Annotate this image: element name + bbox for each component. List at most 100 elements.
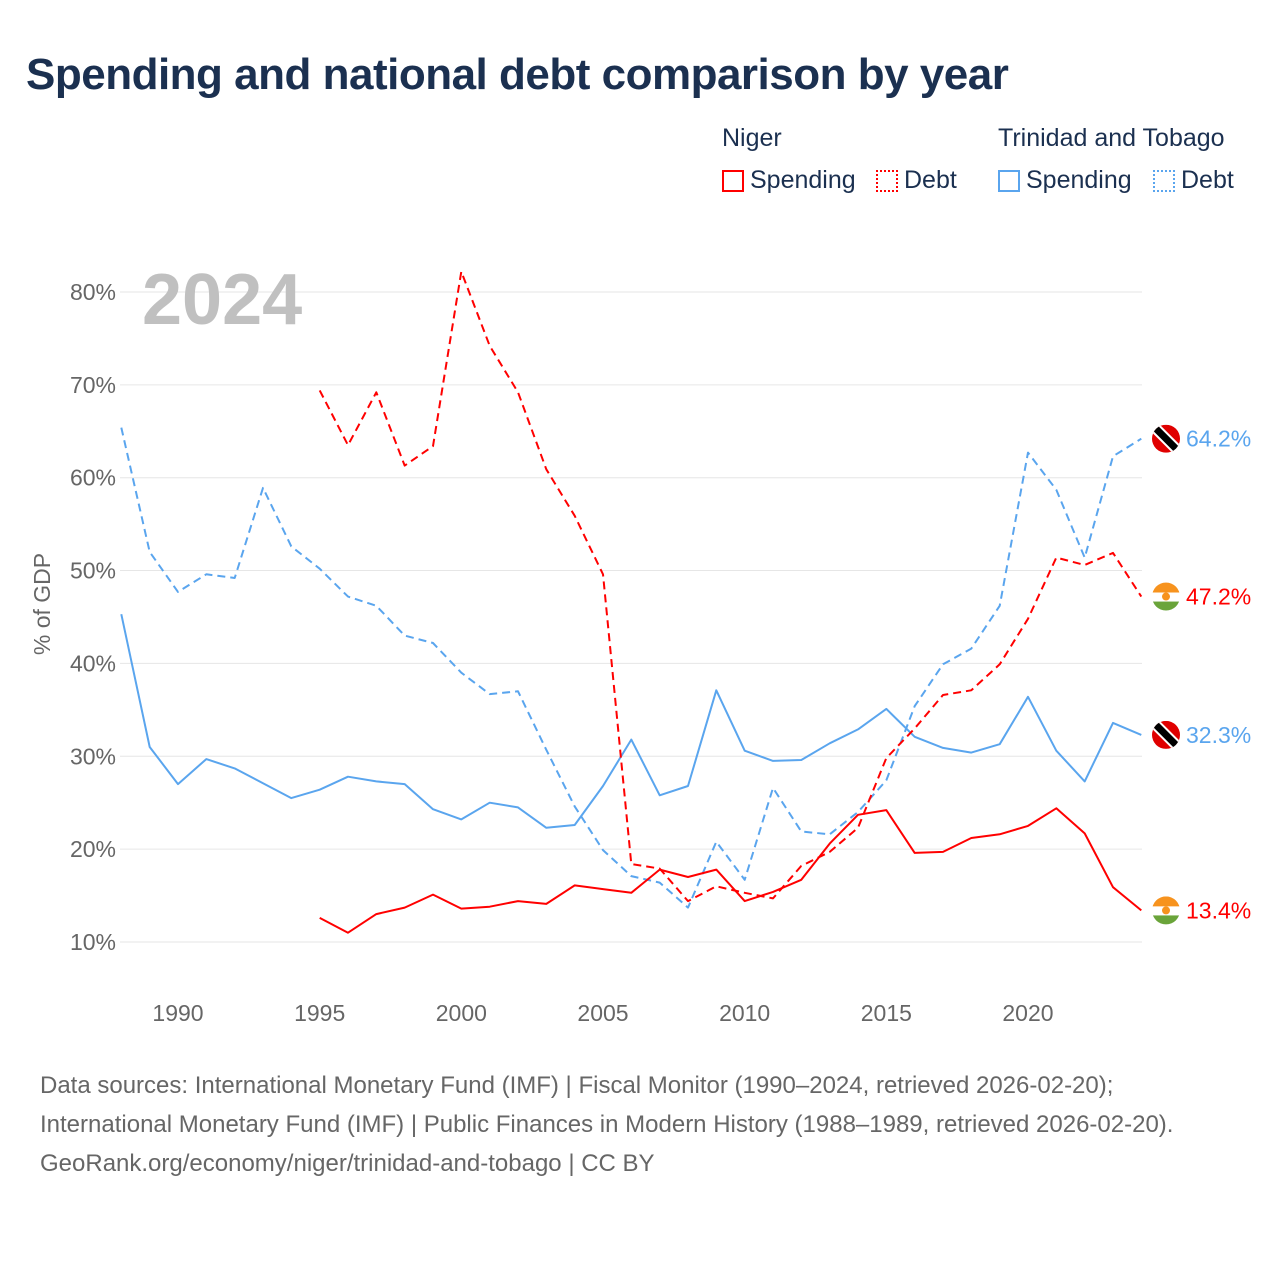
data-point[interactable] [373, 603, 379, 609]
legend-tt-spending[interactable]: Spending [998, 166, 1132, 195]
data-point[interactable] [1025, 823, 1031, 829]
data-point[interactable] [232, 765, 238, 771]
data-point[interactable] [912, 850, 918, 856]
data-point[interactable] [742, 877, 748, 883]
data-point[interactable] [1053, 487, 1059, 493]
data-point[interactable] [345, 594, 351, 600]
data-point[interactable] [515, 389, 521, 395]
data-point[interactable] [798, 828, 804, 834]
data-point[interactable] [685, 905, 691, 911]
data-point[interactable] [260, 485, 266, 491]
data-point[interactable] [968, 835, 974, 841]
legend-niger-debt[interactable]: Debt [876, 166, 957, 195]
data-point[interactable] [997, 661, 1003, 667]
data-point[interactable] [600, 886, 606, 892]
data-point[interactable] [515, 804, 521, 810]
data-point[interactable] [628, 873, 634, 879]
data-point[interactable] [600, 571, 606, 577]
data-point[interactable] [685, 874, 691, 880]
data-point[interactable] [402, 781, 408, 787]
data-point[interactable] [1053, 748, 1059, 754]
data-point[interactable] [572, 822, 578, 828]
data-point[interactable] [543, 747, 549, 753]
data-point[interactable] [1082, 562, 1088, 568]
data-point[interactable] [742, 748, 748, 754]
data-point[interactable] [798, 863, 804, 869]
data-point[interactable] [232, 575, 238, 581]
data-point[interactable] [940, 849, 946, 855]
data-point[interactable] [940, 745, 946, 751]
data-point[interactable] [203, 571, 209, 577]
data-point[interactable] [1053, 805, 1059, 811]
data-point[interactable] [345, 442, 351, 448]
series-line-niger-debt[interactable] [318, 270, 1143, 903]
data-point[interactable] [770, 785, 776, 791]
credit-link[interactable]: GeoRank.org/economy/niger/trinidad-and-t… [40, 1150, 655, 1177]
data-point[interactable] [1138, 732, 1144, 738]
series-line-niger-spending[interactable] [319, 807, 1142, 934]
data-point[interactable] [912, 734, 918, 740]
data-point[interactable] [487, 800, 493, 806]
data-point[interactable] [430, 640, 436, 646]
data-point[interactable] [572, 513, 578, 519]
data-point[interactable] [685, 898, 691, 904]
data-point[interactable] [288, 543, 294, 549]
data-point[interactable] [373, 778, 379, 784]
data-point[interactable] [600, 847, 606, 853]
data-point[interactable] [827, 849, 833, 855]
data-point[interactable] [118, 425, 124, 431]
data-point[interactable] [770, 895, 776, 901]
data-point[interactable] [317, 387, 323, 393]
data-point[interactable] [487, 904, 493, 910]
data-point[interactable] [430, 806, 436, 812]
data-point[interactable] [345, 930, 351, 936]
data-point[interactable] [1110, 884, 1116, 890]
data-point[interactable] [1053, 555, 1059, 561]
data-point[interactable] [260, 780, 266, 786]
data-point[interactable] [657, 880, 663, 886]
series-line-trinidad-and-tobago-spending[interactable] [120, 613, 1142, 829]
data-point[interactable] [487, 343, 493, 349]
data-point[interactable] [1082, 830, 1088, 836]
data-point[interactable] [742, 890, 748, 896]
data-point[interactable] [770, 758, 776, 764]
data-point[interactable] [1138, 907, 1144, 913]
data-point[interactable] [798, 757, 804, 763]
data-point[interactable] [657, 792, 663, 798]
data-point[interactable] [430, 892, 436, 898]
data-point[interactable] [1082, 555, 1088, 561]
data-point[interactable] [175, 781, 181, 787]
data-point[interactable] [458, 816, 464, 822]
data-point[interactable] [203, 756, 209, 762]
data-point[interactable] [1138, 594, 1144, 600]
data-point[interactable] [713, 867, 719, 873]
data-point[interactable] [430, 443, 436, 449]
data-point[interactable] [883, 777, 889, 783]
data-point[interactable] [317, 915, 323, 921]
data-point[interactable] [940, 661, 946, 667]
data-point[interactable] [628, 861, 634, 867]
data-point[interactable] [487, 691, 493, 697]
data-point[interactable] [855, 812, 861, 818]
data-point[interactable] [345, 774, 351, 780]
data-point[interactable] [402, 463, 408, 469]
data-point[interactable] [402, 905, 408, 911]
data-point[interactable] [1110, 720, 1116, 726]
data-point[interactable] [118, 611, 124, 617]
data-point[interactable] [827, 841, 833, 847]
data-point[interactable] [628, 737, 634, 743]
data-point[interactable] [373, 911, 379, 917]
data-point[interactable] [543, 466, 549, 472]
legend-niger-spending[interactable]: Spending [722, 166, 856, 195]
data-point[interactable] [458, 906, 464, 912]
data-point[interactable] [713, 839, 719, 845]
data-point[interactable] [883, 807, 889, 813]
data-point[interactable] [940, 692, 946, 698]
data-point[interactable] [855, 726, 861, 732]
data-point[interactable] [515, 898, 521, 904]
data-point[interactable] [458, 670, 464, 676]
data-point[interactable] [742, 898, 748, 904]
data-point[interactable] [572, 803, 578, 809]
data-point[interactable] [458, 269, 464, 275]
data-point[interactable] [1082, 778, 1088, 784]
